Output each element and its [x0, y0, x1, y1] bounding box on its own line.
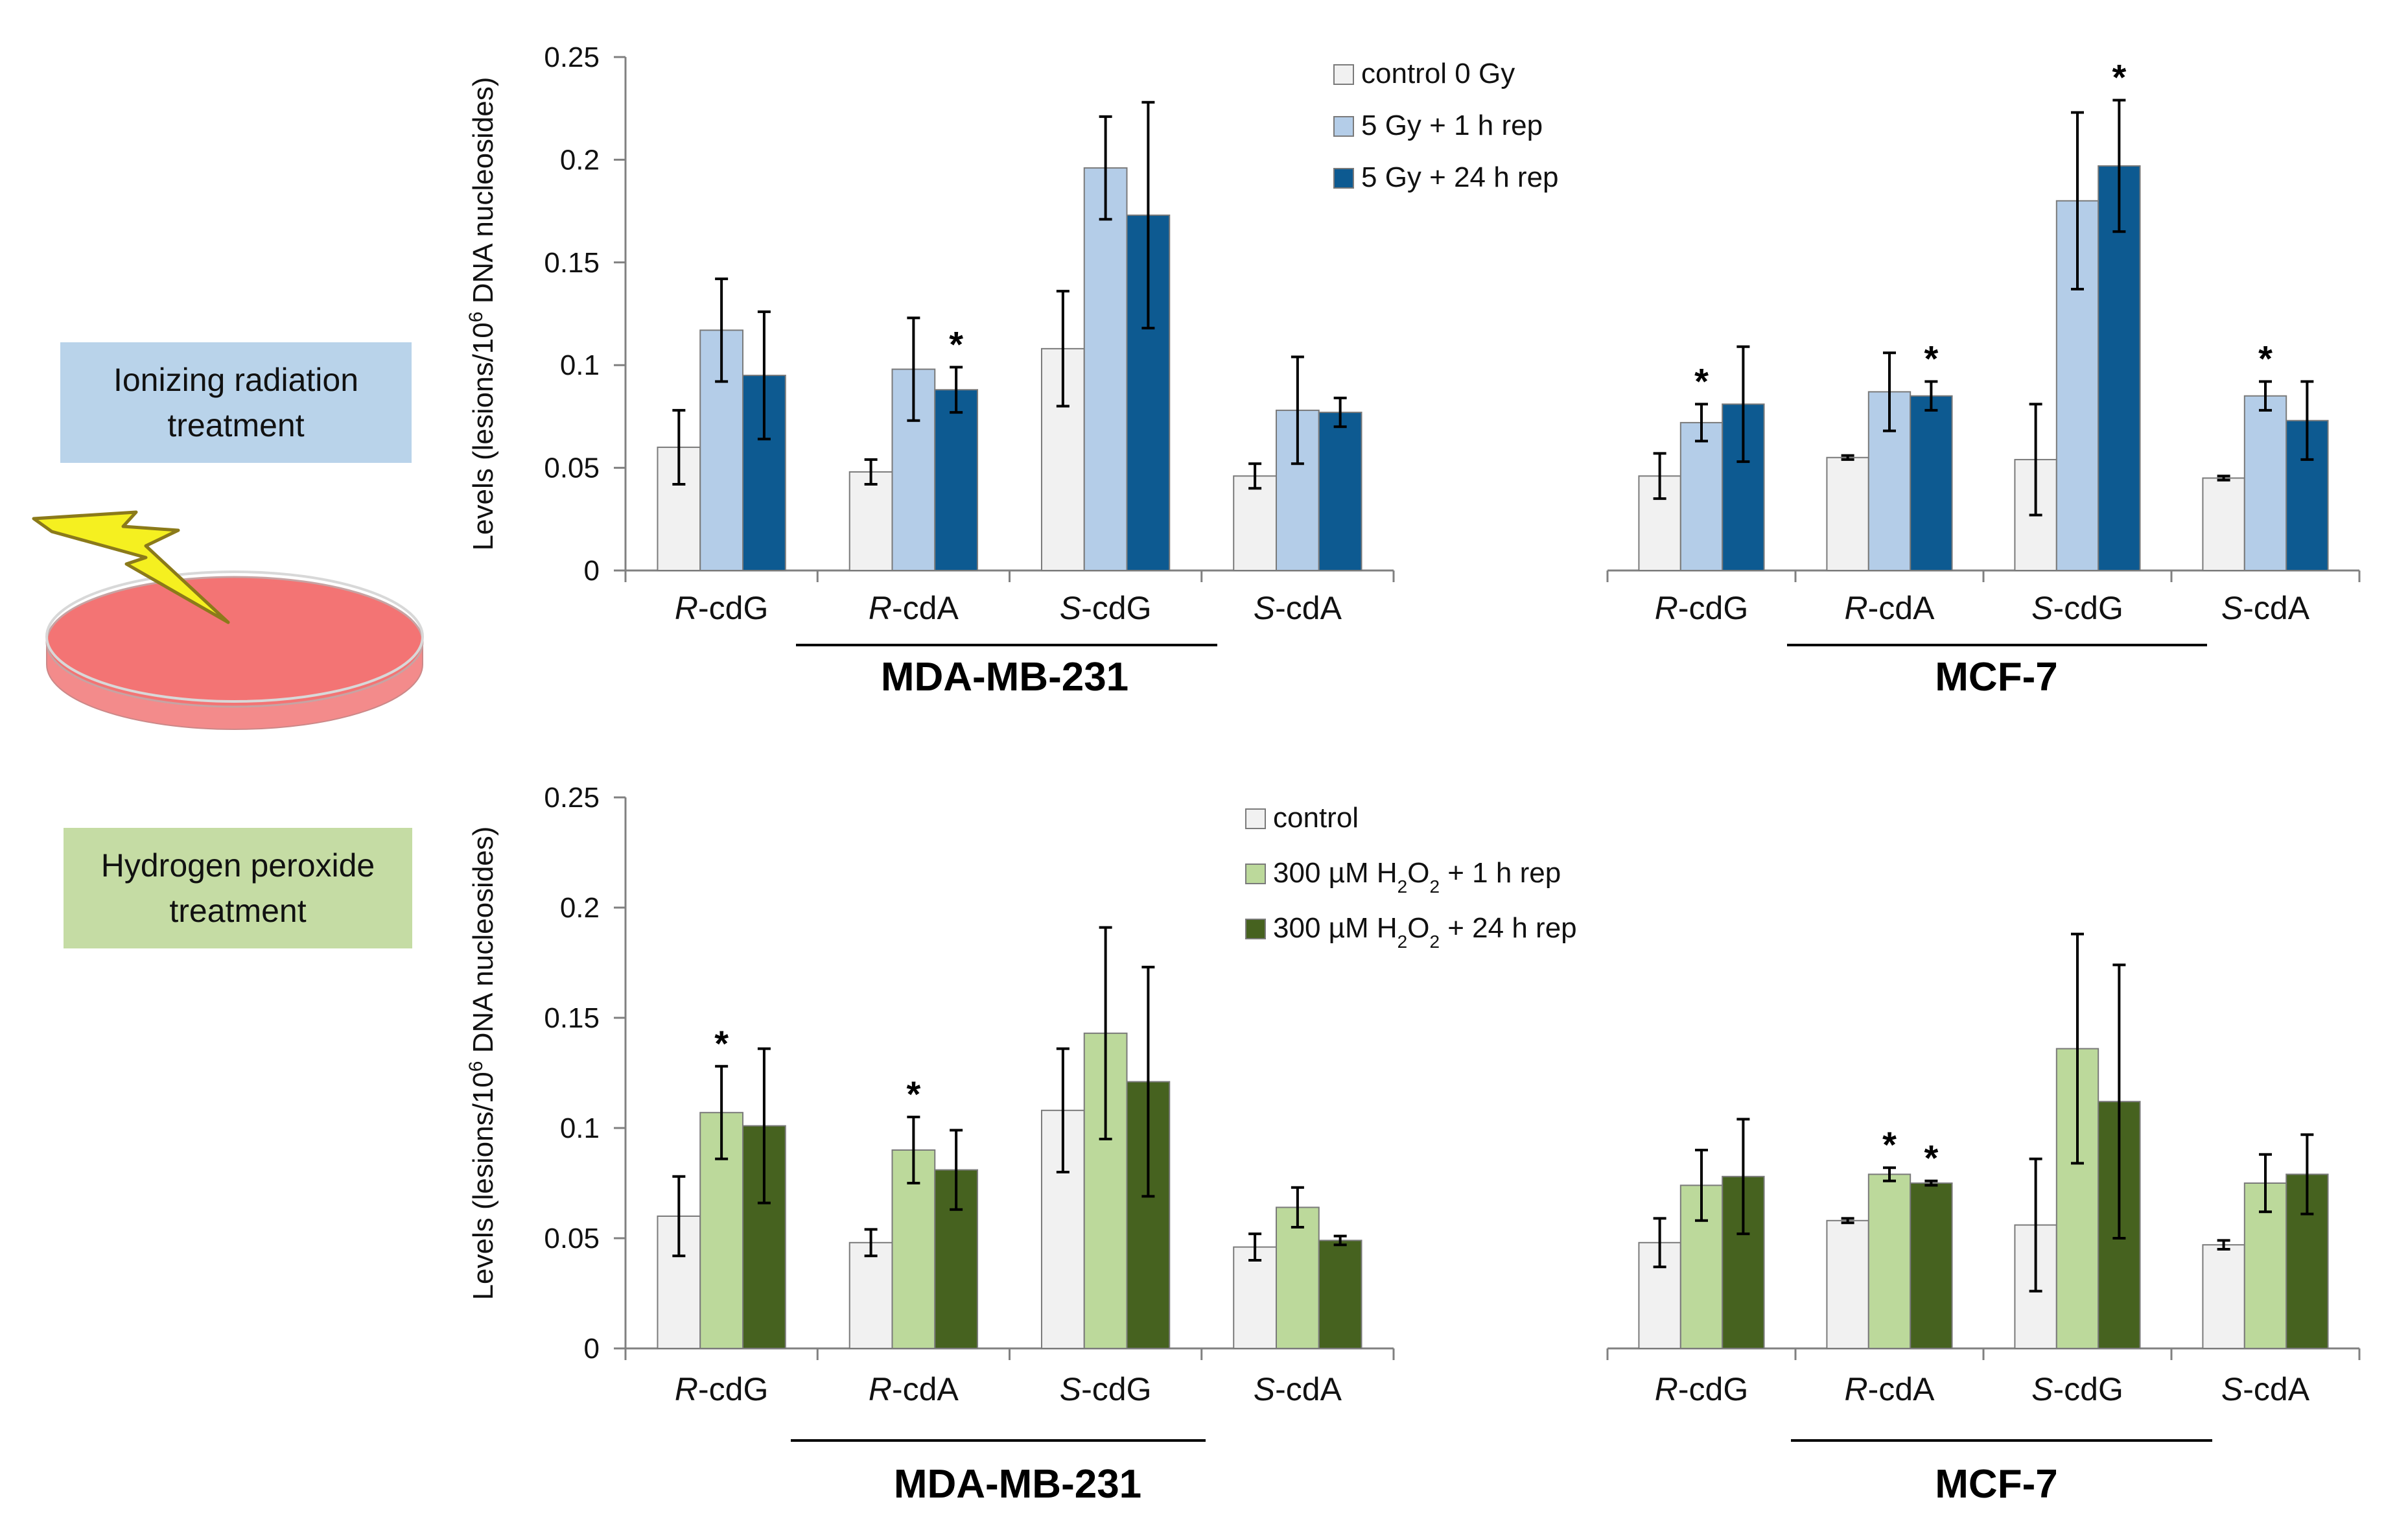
cell-line-title: MCF-7 — [1935, 1462, 2057, 1507]
legend-swatch — [1333, 64, 1354, 85]
legend-swatch — [1245, 808, 1266, 829]
bar — [1083, 167, 1128, 571]
ionizing-mda-chart: 0 0.05 0.1 0.15 0.2 0.25 Levels (lesions/106 D… — [465, 41, 1559, 699]
cell-line-title: MDA-MB-231 — [894, 1462, 1141, 1507]
category-label: S-cdA — [2221, 1371, 2310, 1407]
category-label: S-cdG — [2031, 1371, 2123, 1407]
legend-label: 5 Gy + 1 h rep — [1361, 110, 1543, 141]
significance-star: * — [1882, 1124, 1897, 1165]
bar — [2202, 1244, 2245, 1349]
bar — [1679, 421, 1724, 571]
category-label: R-cdA — [1845, 590, 1935, 626]
significance-star: * — [2258, 338, 2273, 379]
cell-line-title: MCF-7 — [1935, 655, 2057, 699]
category-label: S-cdG — [2031, 590, 2123, 626]
y-axis-label: Levels (lesions/106 DNA nucleosides) — [465, 827, 500, 1300]
legend-label: control — [1273, 802, 1359, 834]
legend-swatch — [1333, 168, 1354, 189]
category-label: S-cdA — [2221, 590, 2310, 626]
significance-star: * — [2112, 57, 2126, 98]
legend-label: control 0 Gy — [1361, 58, 1515, 89]
significance-star: * — [906, 1074, 920, 1114]
bar — [2202, 477, 2245, 571]
y-tick-label: 0.15 — [544, 247, 600, 279]
y-tick-label: 0.1 — [560, 349, 600, 381]
y-tick-label: 0 — [584, 1333, 600, 1365]
y-tick-label: 0.25 — [544, 41, 600, 73]
legend-label: 5 Gy + 24 h rep — [1361, 161, 1559, 193]
significance-star: * — [1694, 360, 1709, 401]
y-tick-label: 0.15 — [544, 1002, 600, 1034]
y-tick-label: 0.2 — [560, 144, 600, 176]
bar — [1318, 1240, 1362, 1350]
cell-line-title: MDA-MB-231 — [881, 655, 1128, 699]
category-label: S-cdG — [1060, 590, 1152, 626]
y-tick-label: 0 — [584, 555, 600, 587]
category-label: R-cdG — [1655, 590, 1748, 626]
category-label: R-cdA — [1845, 1371, 1935, 1407]
category-label: R-cdG — [1655, 1371, 1748, 1407]
ionizing-radiation-label-box: Ionizing radiation treatment — [60, 342, 412, 463]
significance-star: * — [1924, 338, 1938, 379]
y-tick-label: 0.2 — [560, 892, 600, 924]
bar — [848, 1241, 893, 1350]
bar — [1275, 1206, 1320, 1350]
legend-label: 300 µM H2O2 + 1 h rep — [1273, 857, 1561, 897]
legend-swatch — [1245, 864, 1266, 884]
bar — [934, 389, 979, 571]
category-label: R-cdG — [675, 1371, 768, 1407]
bar — [1867, 1173, 1911, 1350]
y-tick-label: 0.25 — [544, 782, 600, 814]
y-tick-label: 0.05 — [544, 1223, 600, 1254]
bar — [848, 471, 893, 571]
bar — [1910, 395, 1953, 571]
bar — [1722, 403, 1765, 572]
legend-swatch — [1245, 919, 1266, 939]
category-label: R-cdA — [869, 1371, 959, 1407]
category-label: S-cdG — [1060, 1371, 1152, 1407]
significance-star: * — [949, 323, 963, 364]
hydrogen-peroxide-label-box: Hydrogen peroxide treatment — [64, 828, 412, 948]
y-axis-label: Levels (lesions/106 DNA nucleosides) — [465, 77, 500, 551]
category-label: R-cdA — [869, 590, 959, 626]
bar — [1910, 1182, 1953, 1349]
bar — [1826, 456, 1869, 572]
significance-star: * — [1924, 1138, 1938, 1179]
category-label: R-cdG — [675, 590, 768, 626]
bar — [1318, 412, 1362, 572]
significance-star: * — [714, 1023, 729, 1064]
peroxide-mcf-chart: * * R-cdG R-cdA S-cdG S-cdA MCF-7 — [1606, 932, 2361, 1507]
petri-dish-lightning-icon — [32, 510, 424, 730]
bar — [1233, 1246, 1277, 1349]
bar — [1233, 475, 1277, 571]
y-tick-label: 0.05 — [544, 453, 600, 484]
legend-swatch — [1333, 116, 1354, 137]
legend-label: 300 µM H2O2 + 24 h rep — [1273, 912, 1577, 952]
peroxide-mda-chart: 0 0.05 0.1 0.15 0.2 0.25 Levels (lesions/106 D… — [465, 782, 1577, 1507]
bar — [2243, 395, 2287, 571]
ionizing-mcf-chart: * * * * R-cdG R-cdA S-cdG S-cdA MCF-7 — [1606, 57, 2361, 699]
y-tick-label: 0.1 — [560, 1112, 600, 1144]
bar — [1826, 1219, 1869, 1350]
category-label: S-cdA — [1254, 1371, 1342, 1407]
category-label: S-cdA — [1254, 590, 1342, 626]
